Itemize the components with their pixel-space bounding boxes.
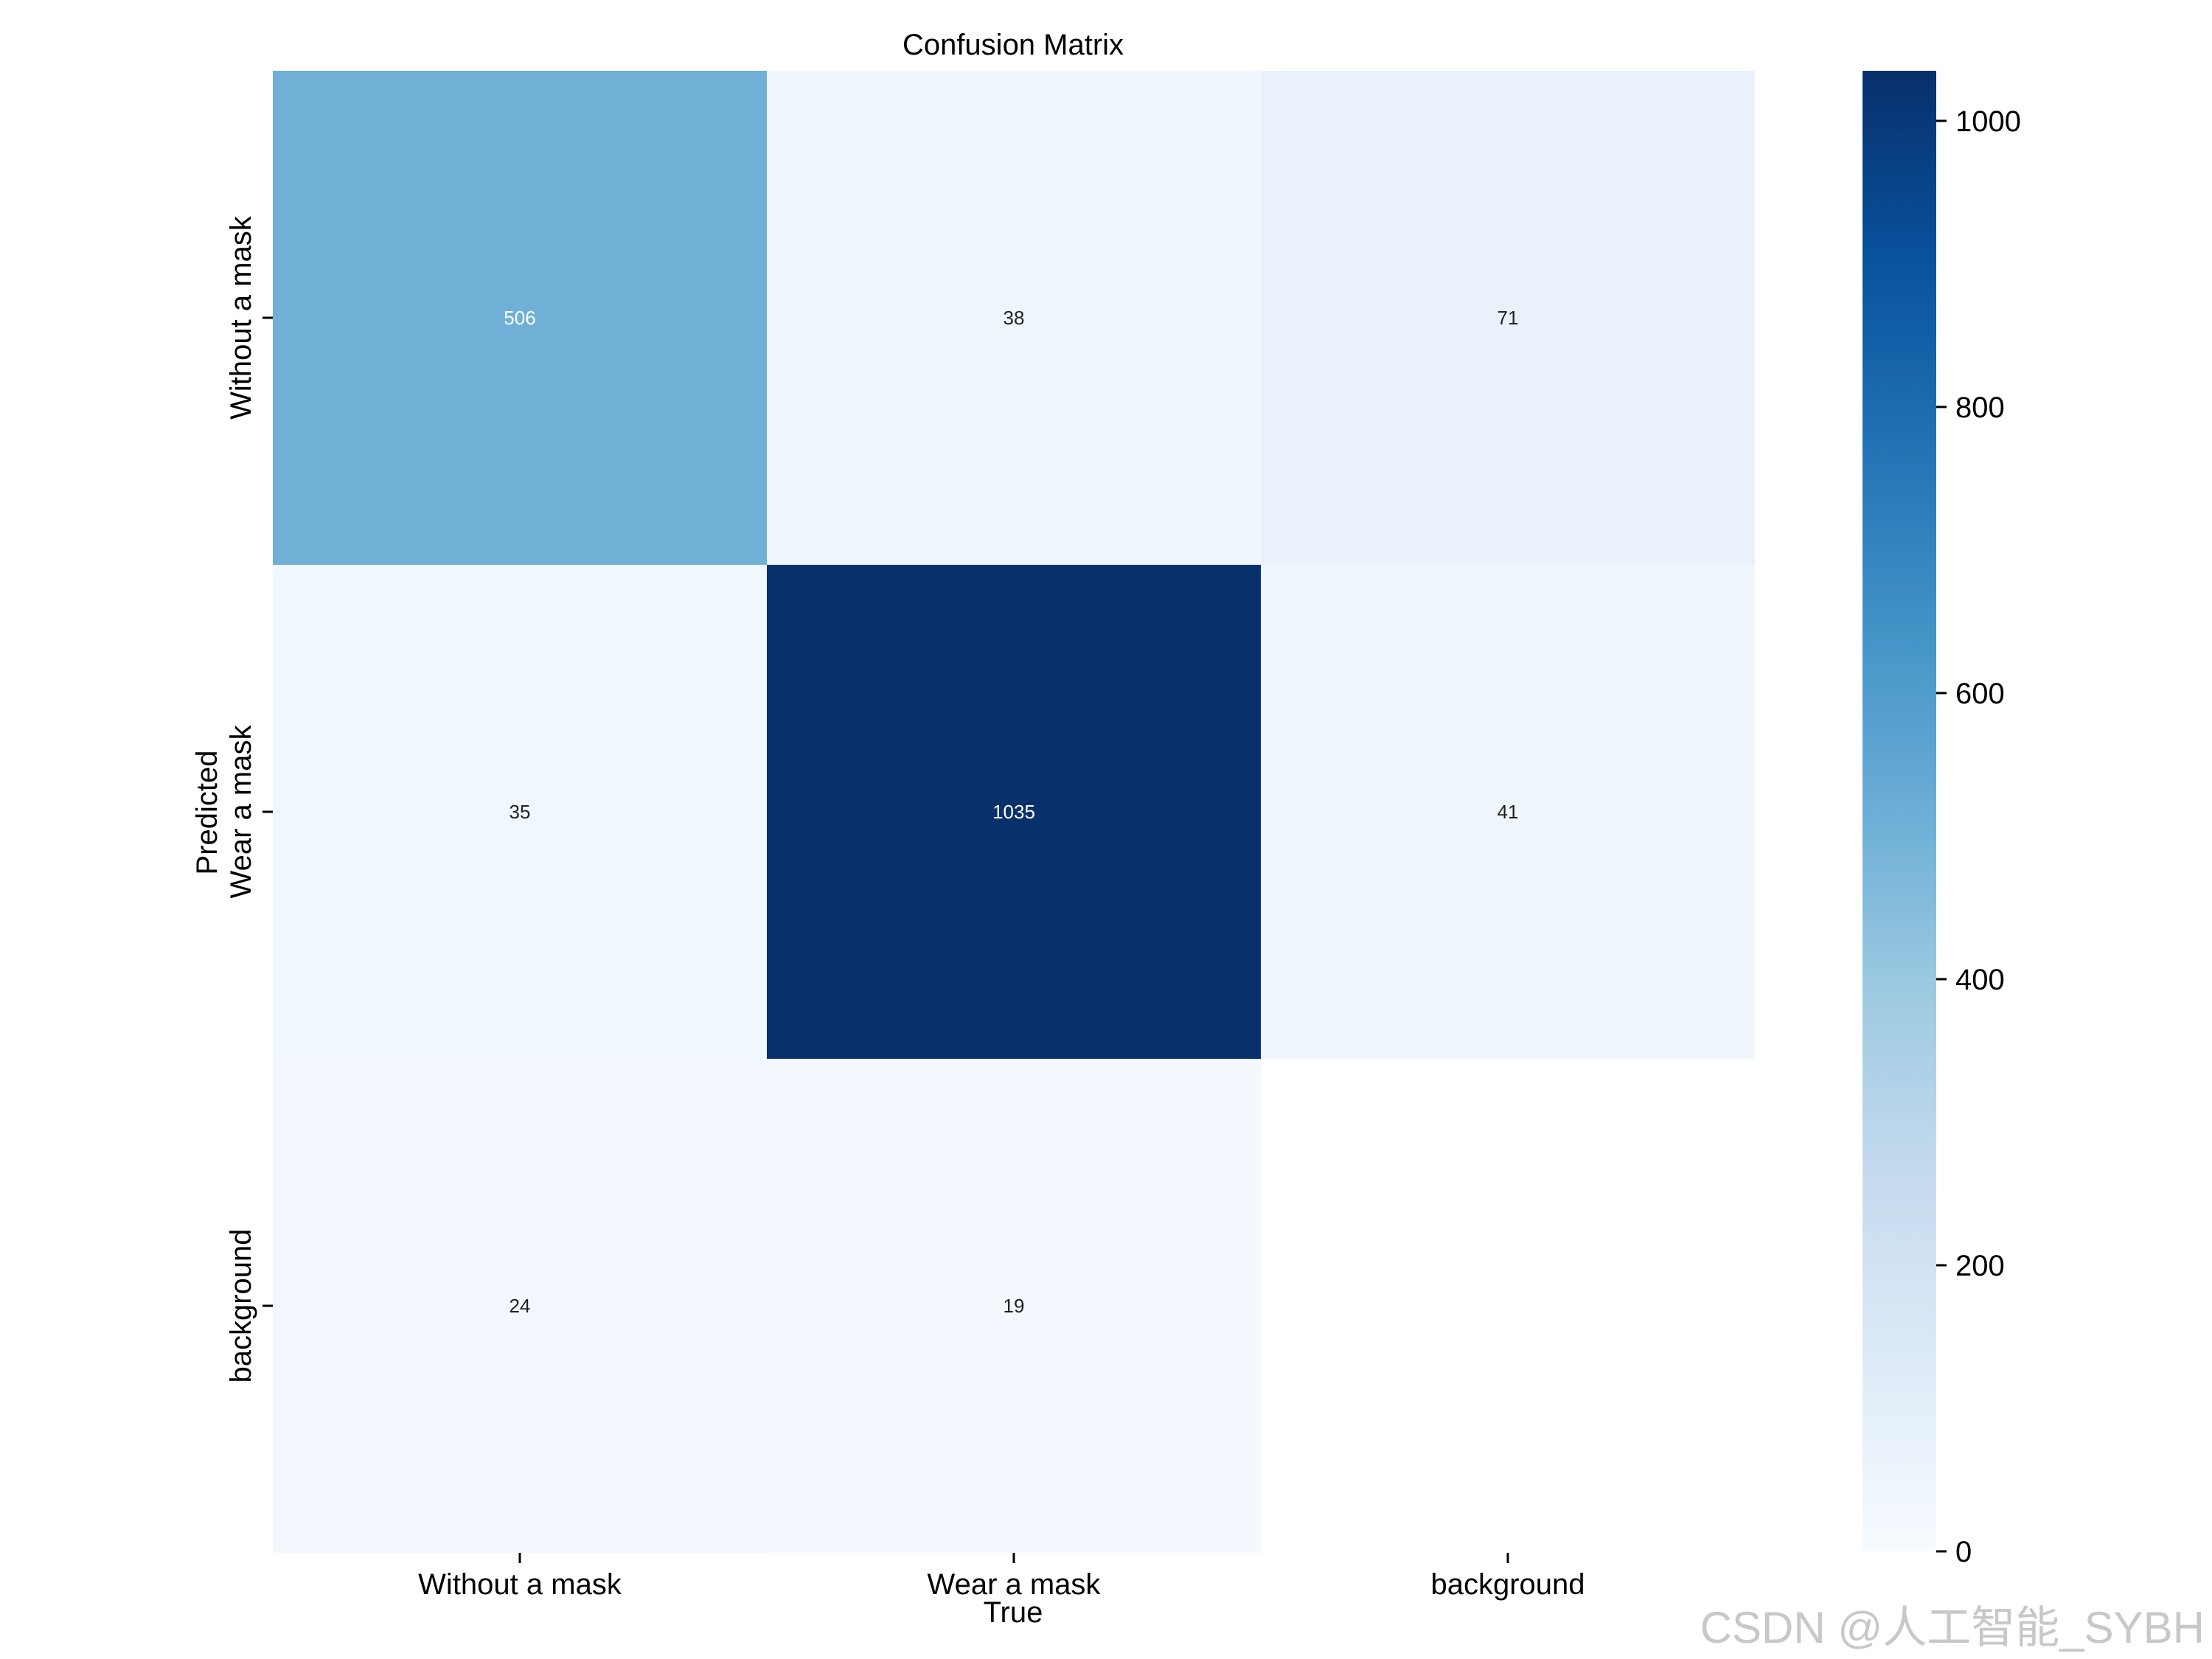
x-axis-label: True — [984, 1596, 1043, 1629]
cell-value-label: 1035 — [992, 801, 1035, 823]
heatmap-cell — [273, 71, 767, 565]
cell-value-label: 35 — [509, 801, 531, 823]
y-axis-label: Predicted — [191, 751, 223, 875]
heatmap-cell — [273, 565, 767, 1059]
y-tick-label: Without a mask — [225, 215, 257, 420]
cell-value-label: 38 — [1004, 307, 1025, 329]
heatmap-cells: 506 38 71 35 1035 41 24 19 — [273, 71, 1755, 1553]
colorbar-tick-label: 600 — [1955, 678, 2005, 710]
x-axis-ticks: Without a mask Wear a mask background — [418, 1553, 1585, 1601]
colorbar-tick-label: 200 — [1955, 1250, 2005, 1282]
colorbar — [1863, 71, 1936, 1551]
colorbar-tick-label: 800 — [1955, 392, 2005, 424]
colorbar-tick-label: 400 — [1955, 964, 2005, 996]
watermark-text: CSDN @人工智能_SYBH — [1700, 1603, 2205, 1652]
heatmap-cell — [767, 1059, 1261, 1553]
cell-value-label: 41 — [1498, 801, 1519, 823]
heatmap-cell — [1261, 71, 1755, 565]
cell-value-label: 506 — [504, 307, 535, 329]
x-tick-label: Without a mask — [418, 1568, 622, 1601]
colorbar-tick-label: 1000 — [1955, 105, 2021, 138]
y-axis-ticks: Without a mask Wear a mask background — [225, 215, 273, 1383]
cell-value-label: 71 — [1498, 307, 1519, 329]
heatmap-cell — [767, 71, 1261, 565]
y-tick-label: background — [225, 1228, 257, 1382]
colorbar-tick-label: 0 — [1955, 1536, 1972, 1568]
heatmap-cell — [273, 1059, 767, 1553]
x-tick-label: Wear a mask — [928, 1568, 1102, 1601]
cell-value-label: 19 — [1004, 1295, 1025, 1317]
cell-value-label: 24 — [509, 1295, 531, 1317]
heatmap-cell — [767, 565, 1261, 1059]
chart-title: Confusion Matrix — [902, 29, 1124, 61]
heatmap-cell — [1261, 565, 1755, 1059]
colorbar-ticks: 0 200 400 600 800 1000 — [1936, 105, 2021, 1568]
y-tick-label: Wear a mask — [225, 725, 257, 899]
x-tick-label: background — [1430, 1568, 1585, 1601]
